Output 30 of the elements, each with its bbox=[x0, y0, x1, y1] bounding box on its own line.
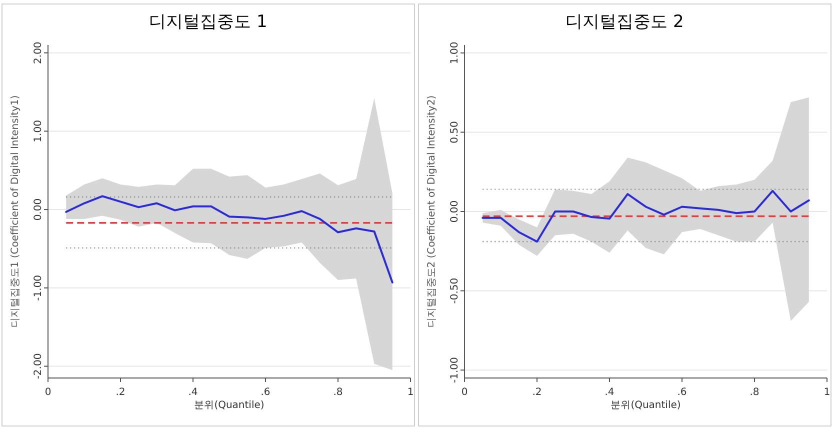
x-axis-title: 분위(Quantile) bbox=[194, 400, 264, 411]
x-tick-label: .4 bbox=[604, 387, 614, 398]
x-tick-label: .8 bbox=[750, 387, 760, 398]
chart-title: 디지털집중도 2 bbox=[566, 12, 684, 32]
y-tick-label: 1.00 bbox=[450, 42, 460, 64]
y-tick-label: 0.00 bbox=[450, 200, 460, 223]
x-tick-label: .8 bbox=[333, 387, 343, 398]
x-tick-label: .4 bbox=[188, 387, 198, 398]
x-tick-label: 1 bbox=[824, 387, 830, 398]
y-tick-label: 0.50 bbox=[450, 121, 460, 144]
x-axis-title: 분위(Quantile) bbox=[610, 400, 681, 411]
chart-title: 디지털집중도 1 bbox=[149, 12, 268, 32]
y-axis-title: 디지털집중도2 (Coefficient of Digital Intensity2) bbox=[426, 95, 438, 328]
x-tick-label: .6 bbox=[677, 387, 687, 398]
y-tick-label: 0.00 bbox=[33, 198, 44, 221]
y-tick-label: -2.00 bbox=[33, 353, 44, 380]
x-tick-label: 0 bbox=[461, 387, 468, 398]
line-series bbox=[65, 195, 394, 284]
x-tick-label: 1 bbox=[407, 387, 414, 398]
y-tick-label: 1.00 bbox=[33, 120, 44, 142]
x-tick-label: 0 bbox=[44, 387, 52, 398]
x-tick-label: .2 bbox=[532, 387, 542, 398]
x-tick-label: .6 bbox=[260, 387, 270, 398]
line-series bbox=[482, 190, 810, 243]
y-tick-label: -1.00 bbox=[33, 274, 44, 301]
y-tick-label: -1.00 bbox=[450, 357, 460, 384]
y-tick-label: -0.50 bbox=[450, 278, 460, 304]
x-tick-label: .2 bbox=[116, 387, 126, 398]
y-tick-label: 2.00 bbox=[33, 42, 44, 64]
y-axis-title: 디지털집중도1 (Coefficient of Digital Intensity1) bbox=[10, 95, 21, 328]
